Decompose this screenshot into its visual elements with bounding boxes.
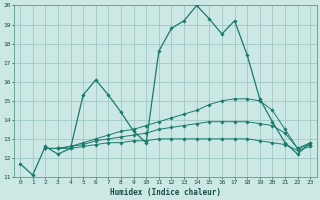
X-axis label: Humidex (Indice chaleur): Humidex (Indice chaleur) [110,188,220,197]
